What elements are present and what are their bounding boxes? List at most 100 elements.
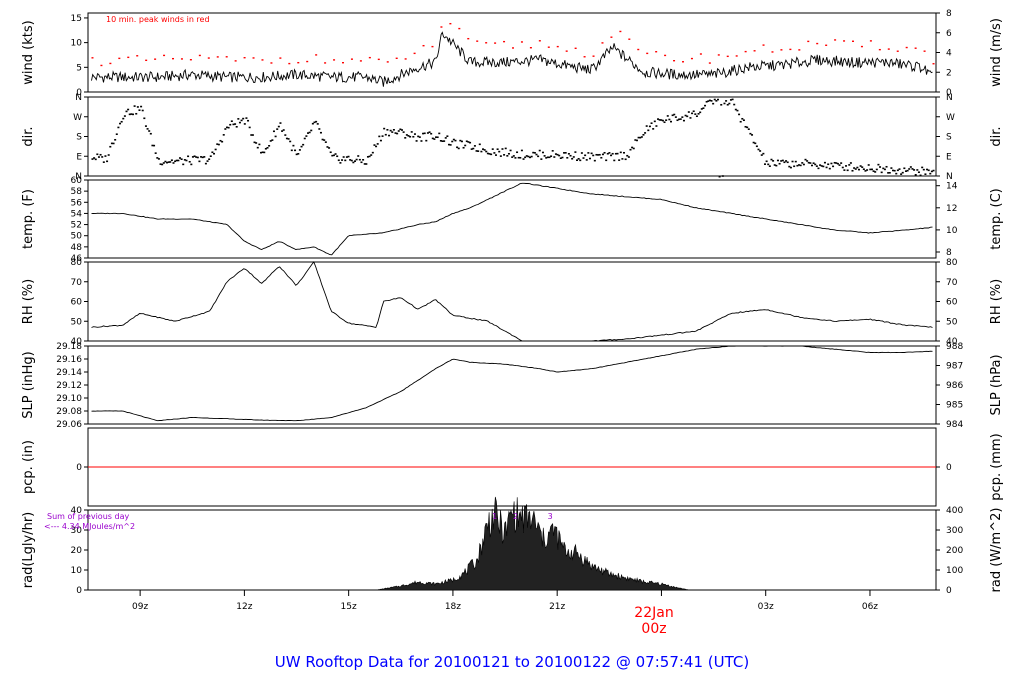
dir-point (499, 155, 502, 157)
dir-point (472, 147, 475, 150)
wind-peak-marker (297, 61, 300, 64)
dir-point (729, 99, 732, 101)
wind-peak-marker (234, 60, 237, 62)
dir-tick-label-right: W (946, 113, 955, 123)
wind-peak-marker (180, 58, 183, 60)
dir-point (447, 143, 450, 146)
dir-point (451, 140, 454, 143)
rh-tick-label-left: 40 (71, 337, 83, 347)
dir-point (117, 126, 120, 129)
dir-point (755, 145, 758, 148)
wind-peak-marker (592, 55, 595, 57)
rh-line (91, 261, 933, 342)
dir-point (635, 139, 638, 142)
dir-point (798, 164, 801, 166)
dir-point (264, 147, 267, 150)
dir-point (561, 156, 564, 159)
wind-peak-marker (547, 46, 550, 48)
dir-point (682, 119, 685, 122)
wind-peak-marker (798, 49, 801, 51)
rad-area (376, 496, 690, 591)
dir-point (762, 152, 765, 155)
dir-point (157, 158, 160, 160)
dir-point (175, 159, 178, 162)
dir-point (303, 137, 306, 140)
time-tick-label: 21z (549, 602, 565, 612)
dir-point (258, 143, 261, 146)
dir-point (230, 120, 233, 122)
temp-tick-label-left: 58 (71, 187, 83, 197)
dir-point (647, 129, 650, 132)
dir-point (527, 155, 530, 158)
dir-point (388, 134, 391, 137)
wind-peak-marker (207, 57, 210, 59)
wind-peak-marker (896, 50, 899, 52)
dir-point (167, 161, 170, 163)
dir-point (760, 154, 763, 156)
dir-point (292, 144, 295, 147)
dir-point (441, 140, 444, 143)
wind-peak-marker (610, 36, 613, 38)
dir-point (151, 144, 154, 147)
dir-tick-label-left: N (75, 172, 82, 182)
dir-point (240, 119, 243, 122)
dir-point (516, 151, 519, 154)
dir-point (665, 119, 668, 121)
rh-ylabel-left: RH (%) (21, 279, 36, 324)
wind-peak-marker (350, 58, 353, 60)
dir-point (712, 102, 715, 105)
wind-peak-marker (789, 48, 792, 51)
dir-point (684, 114, 687, 117)
dir-point (193, 155, 196, 158)
dir-point (908, 168, 911, 170)
dir-point (776, 159, 779, 162)
dir-point (616, 152, 619, 155)
temp-tick-label-left: 48 (71, 243, 83, 253)
wind-peak-marker (923, 50, 926, 52)
dir-point (206, 160, 209, 162)
dir-point (618, 159, 621, 161)
dir-point (785, 160, 788, 162)
dir-point (655, 125, 658, 127)
dir-point (608, 152, 611, 154)
dir-point (708, 99, 711, 102)
wind-peak-marker (288, 62, 291, 65)
wind-peak-marker (503, 40, 506, 43)
dir-point (253, 141, 256, 144)
dir-point (553, 156, 556, 158)
dir-point (490, 153, 493, 156)
dir-point (251, 134, 254, 136)
dir-point (209, 155, 212, 158)
dir-point (621, 158, 624, 160)
dir-point (751, 134, 754, 136)
dir-point (352, 161, 355, 164)
dir-point (396, 132, 399, 135)
dir-point (613, 159, 616, 162)
dir-point (642, 134, 645, 136)
wind-peak-marker (744, 50, 747, 53)
dir-point (242, 117, 245, 120)
dir-point (263, 151, 266, 154)
dir-point (420, 140, 423, 142)
dir-point (856, 166, 859, 169)
dir-point (846, 169, 849, 172)
dir-point (183, 159, 186, 161)
rad-tick-label-left: 20 (71, 546, 83, 556)
wind-peak-marker (816, 42, 819, 45)
dir-point (435, 136, 438, 138)
dir-point (261, 151, 264, 154)
wind-peak-marker (252, 57, 255, 59)
dir-point (919, 174, 922, 177)
dir-point (631, 146, 634, 149)
dir-point (294, 149, 297, 152)
slp-ylabel-right: SLP (hPa) (989, 354, 1004, 415)
dir-point (791, 160, 794, 163)
dir-point (671, 114, 674, 117)
wind-peak-marker (664, 54, 667, 57)
dir-point (135, 112, 138, 115)
wind-peak-marker (834, 39, 837, 41)
dir-point (319, 131, 322, 134)
dir-point (828, 167, 831, 170)
dir-point (571, 157, 574, 160)
wind-peak-marker (869, 40, 872, 42)
